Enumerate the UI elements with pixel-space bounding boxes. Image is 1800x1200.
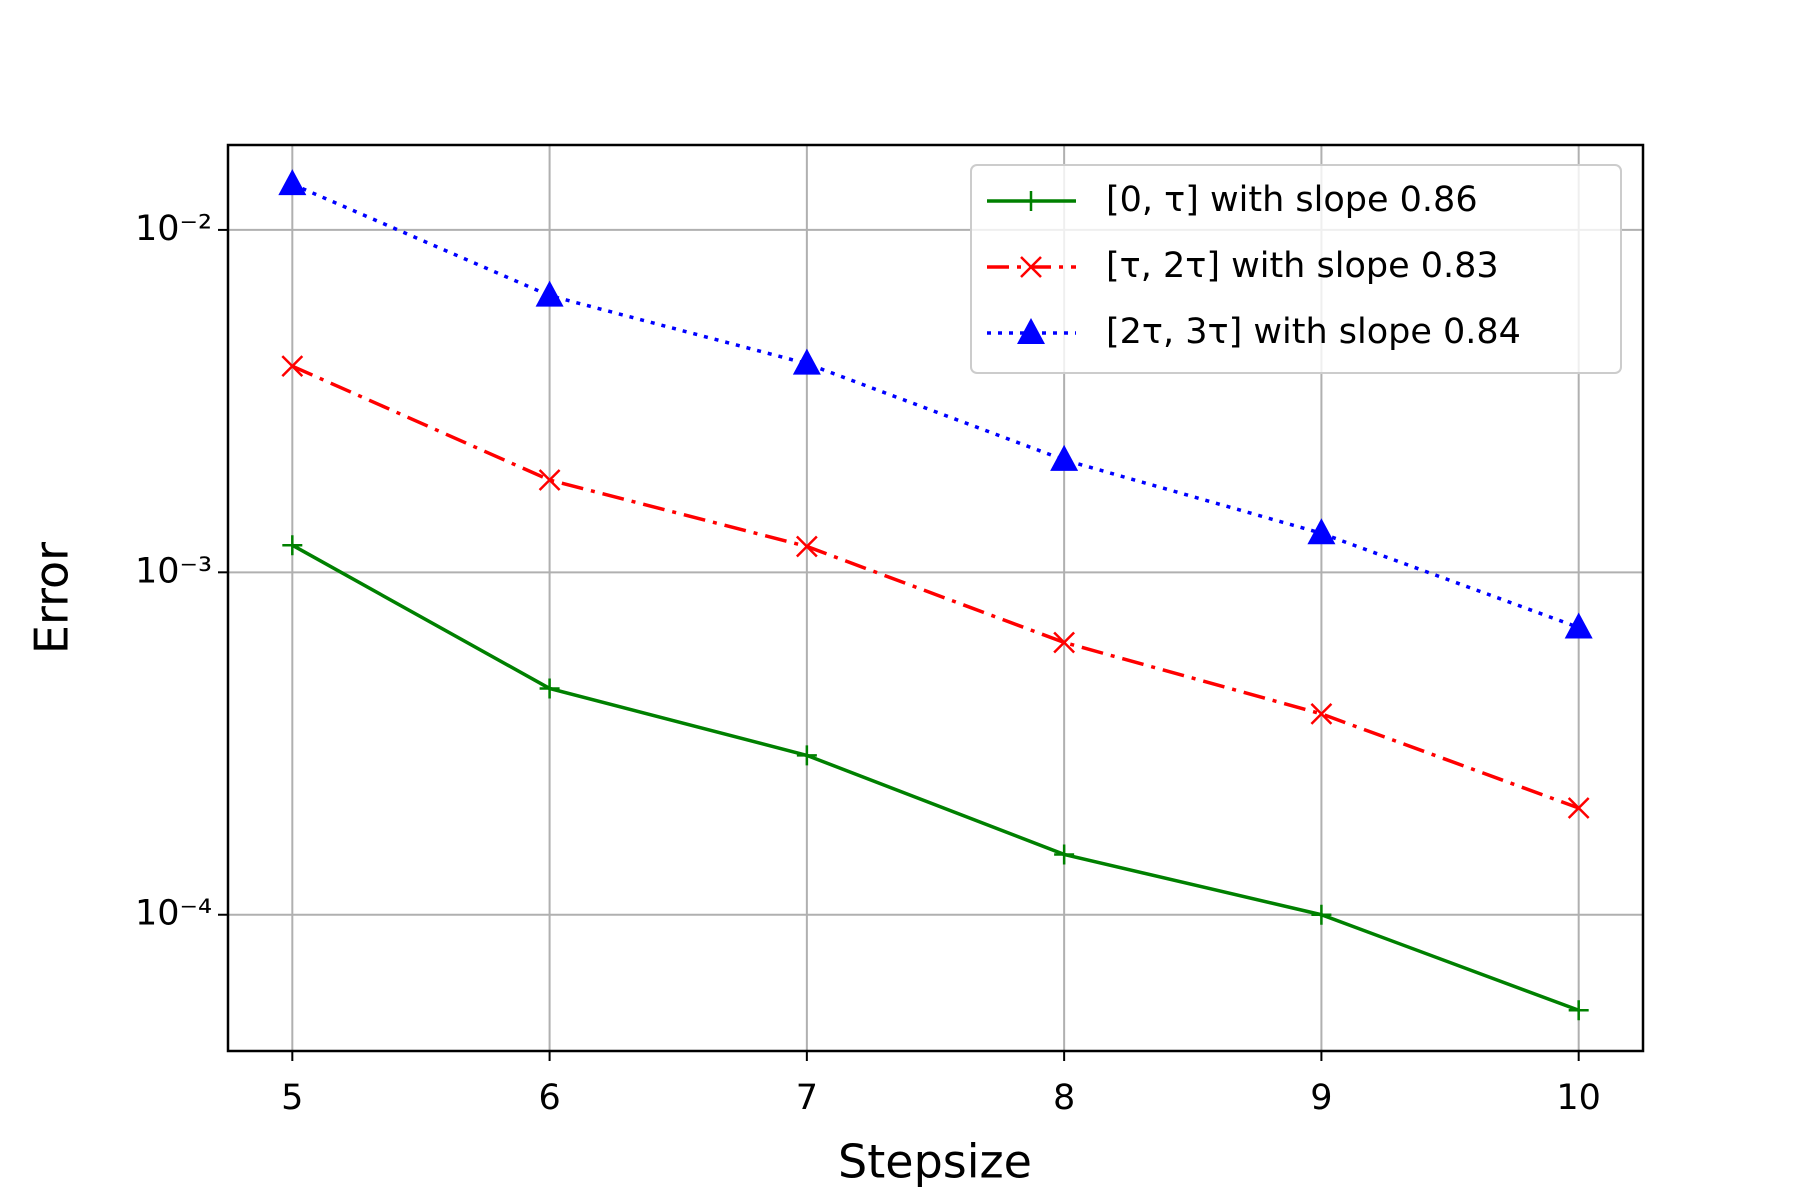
- x-tick-label: 10: [1556, 1078, 1601, 1118]
- marker: [1310, 702, 1333, 725]
- x-tick-label: 7: [796, 1078, 818, 1118]
- marker: [1311, 904, 1332, 925]
- marker: [796, 745, 817, 766]
- x-tick-label: 5: [281, 1078, 303, 1118]
- marker: [1050, 444, 1079, 471]
- marker: [282, 535, 303, 556]
- legend-marker: [1017, 318, 1045, 344]
- legend-marker: [1021, 191, 1041, 211]
- series-line: [291, 182, 1580, 630]
- marker: [1564, 612, 1593, 639]
- y-tick-label: 10⁻³: [135, 551, 212, 591]
- series-line: [291, 364, 1580, 810]
- x-tick-label: 6: [538, 1078, 560, 1118]
- marker: [792, 348, 821, 375]
- legend-label: [2τ, 3τ] with slope 0.84: [1106, 312, 1521, 352]
- marker: [1568, 1000, 1589, 1021]
- x-tick-label: 9: [1310, 1078, 1332, 1118]
- marker: [539, 678, 560, 699]
- marker: [795, 535, 818, 558]
- y-tick-label: 10⁻⁴: [135, 894, 212, 934]
- marker: [1307, 518, 1336, 545]
- legend-marker: [1020, 256, 1042, 278]
- x-axis-label: Stepsize: [838, 1135, 1032, 1189]
- marker: [1054, 844, 1075, 865]
- x-tick-label: 8: [1053, 1078, 1075, 1118]
- marker: [1053, 631, 1076, 654]
- marker: [281, 355, 304, 378]
- marker: [1567, 797, 1590, 819]
- legend-box: [970, 164, 1622, 374]
- y-tick-label: 10⁻²: [135, 209, 212, 249]
- series-line: [291, 543, 1580, 1012]
- y-axis-label: Error: [25, 542, 79, 654]
- marker: [278, 169, 307, 196]
- marker: [538, 469, 561, 491]
- legend-label: [τ, 2τ] with slope 0.83: [1106, 246, 1499, 286]
- marker: [535, 280, 564, 307]
- plot-frame: [226, 143, 1645, 1053]
- legend-label: [0, τ] with slope 0.86: [1106, 180, 1478, 220]
